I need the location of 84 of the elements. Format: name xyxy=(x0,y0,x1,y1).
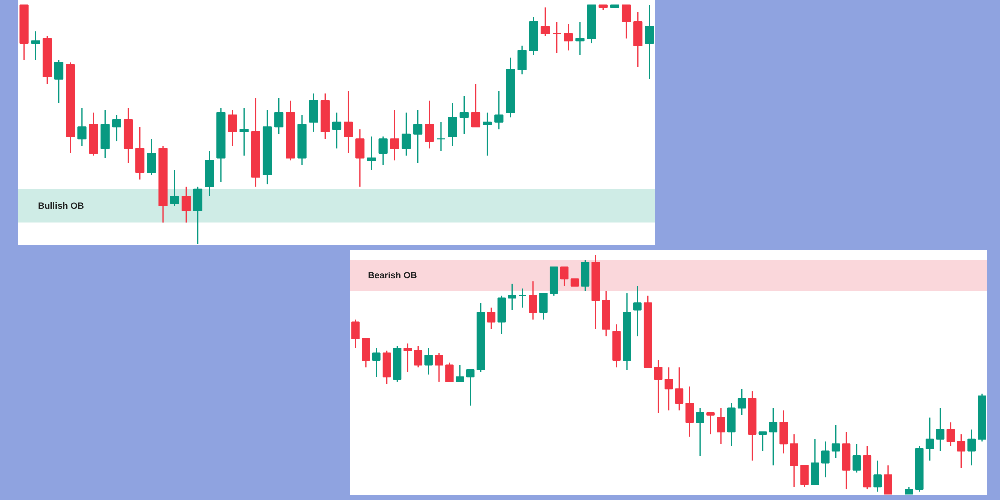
candlestick xyxy=(78,107,87,147)
candlestick xyxy=(552,21,562,54)
candlestick xyxy=(193,186,203,245)
candlestick xyxy=(170,170,180,207)
candlestick xyxy=(540,7,550,37)
candlestick xyxy=(529,280,538,320)
candlestick xyxy=(112,114,122,142)
candlestick xyxy=(356,128,365,188)
candlestick xyxy=(645,4,654,80)
candlestick xyxy=(460,96,469,135)
candlestick xyxy=(728,402,736,448)
candlestick xyxy=(634,286,642,338)
candlestick xyxy=(414,346,423,368)
candlestick xyxy=(821,441,830,478)
candlestick xyxy=(576,21,585,56)
candlestick xyxy=(344,90,354,154)
candlestick xyxy=(448,102,458,147)
candlestick xyxy=(402,112,412,156)
candlestick xyxy=(31,30,40,61)
candlestick xyxy=(634,12,643,68)
candlestick xyxy=(228,110,238,147)
candlestick xyxy=(352,319,360,350)
candlestick xyxy=(136,126,145,180)
candlestick xyxy=(367,136,376,171)
candlestick xyxy=(372,348,381,378)
candlestick xyxy=(332,112,342,150)
candlestick xyxy=(498,295,506,335)
candlestick xyxy=(147,138,156,176)
candlestick xyxy=(540,292,548,320)
candlestick xyxy=(54,60,64,104)
candlestick xyxy=(560,266,569,287)
candlestick xyxy=(811,438,820,486)
candlestick xyxy=(483,112,492,156)
candlestick xyxy=(936,408,945,452)
band-label: Bearish OB xyxy=(368,270,418,281)
candlestick xyxy=(456,364,464,383)
candlestick xyxy=(686,386,694,438)
candlestick xyxy=(957,434,966,469)
candlestick xyxy=(487,307,496,330)
candlestick xyxy=(425,100,434,150)
candlestick xyxy=(435,352,444,383)
candlestick xyxy=(852,444,862,474)
candlestick xyxy=(414,110,423,164)
candlestick xyxy=(466,369,475,406)
candlestick xyxy=(446,362,454,383)
candlestick xyxy=(424,348,433,376)
band-label: Bullish OB xyxy=(38,201,85,212)
candlestick xyxy=(581,259,590,292)
candlestick xyxy=(780,410,788,454)
candlestick xyxy=(564,24,574,52)
candlestick xyxy=(874,460,882,493)
candlestick xyxy=(769,408,778,466)
candlestick xyxy=(518,45,527,76)
candlestick xyxy=(832,424,840,460)
candlestick xyxy=(382,350,392,385)
candlestick xyxy=(274,98,284,135)
candlestick xyxy=(622,4,632,40)
candlestick xyxy=(309,93,318,133)
candlestick xyxy=(968,429,976,466)
candlestick xyxy=(717,408,726,445)
candlestick xyxy=(664,367,674,412)
candlestick xyxy=(706,412,715,436)
candlestick xyxy=(436,122,446,152)
candlestick xyxy=(362,338,370,368)
candlestick xyxy=(390,110,400,162)
candlestick xyxy=(100,110,110,159)
candlestick xyxy=(518,288,527,308)
candlestick xyxy=(494,90,504,130)
candlestick xyxy=(471,84,481,128)
candlestick xyxy=(378,136,388,166)
candlestick xyxy=(240,107,249,156)
candlestick xyxy=(654,360,663,414)
candlestick xyxy=(926,417,934,462)
candlestick xyxy=(946,422,956,448)
candlestick xyxy=(884,465,892,495)
candlestick xyxy=(738,388,746,416)
candlestick xyxy=(182,186,191,224)
candlestick xyxy=(696,408,704,457)
candlestick xyxy=(800,465,809,488)
candlestick xyxy=(758,432,768,452)
candlestick xyxy=(508,283,517,311)
candlestick xyxy=(790,434,798,488)
candlestick xyxy=(675,367,684,412)
candlestick xyxy=(404,343,412,373)
